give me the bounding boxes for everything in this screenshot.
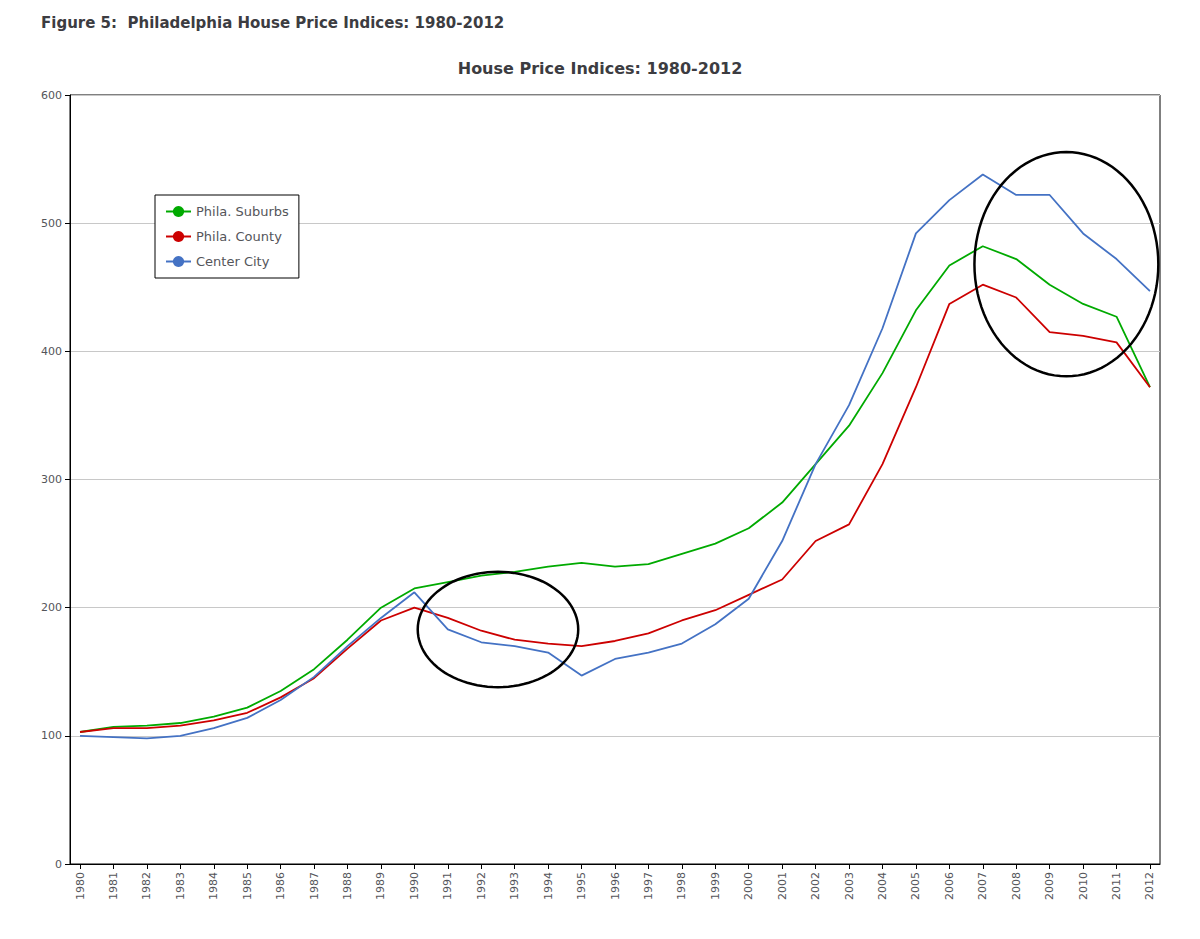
svg-text:1997: 1997: [642, 872, 655, 900]
svg-text:100: 100: [41, 729, 62, 742]
svg-text:1998: 1998: [675, 872, 688, 900]
svg-text:1983: 1983: [174, 872, 187, 900]
svg-text:2000: 2000: [742, 872, 755, 900]
svg-text:1984: 1984: [207, 872, 220, 900]
svg-text:0: 0: [55, 858, 62, 871]
svg-text:1994: 1994: [542, 872, 555, 900]
svg-text:Figure 5: Philadelphia House: Figure 5: Philadelphia House Price Indic…: [41, 14, 504, 32]
svg-text:1991: 1991: [441, 872, 454, 900]
svg-text:500: 500: [41, 217, 62, 230]
svg-text:House Price Indices: 1980-2012: House Price Indices: 1980-2012: [458, 59, 743, 78]
svg-text:2007: 2007: [976, 872, 989, 900]
svg-text:2008: 2008: [1010, 872, 1023, 900]
svg-text:2002: 2002: [809, 872, 822, 900]
svg-text:2004: 2004: [876, 872, 889, 900]
svg-text:2006: 2006: [943, 872, 956, 900]
svg-text:1996: 1996: [609, 872, 622, 900]
svg-text:600: 600: [41, 89, 62, 102]
svg-text:1980: 1980: [74, 872, 87, 900]
svg-text:2001: 2001: [776, 872, 789, 900]
svg-text:400: 400: [41, 345, 62, 358]
svg-text:2009: 2009: [1043, 872, 1056, 900]
svg-text:1993: 1993: [508, 872, 521, 900]
svg-text:200: 200: [41, 601, 62, 614]
svg-text:1999: 1999: [709, 872, 722, 900]
svg-text:Center City: Center City: [196, 254, 270, 269]
svg-text:1987: 1987: [308, 872, 321, 900]
svg-text:1985: 1985: [241, 872, 254, 900]
svg-text:300: 300: [41, 473, 62, 486]
svg-text:2011: 2011: [1110, 872, 1123, 900]
svg-text:Phila. County: Phila. County: [196, 229, 282, 244]
svg-text:2012: 2012: [1143, 872, 1156, 900]
svg-text:1988: 1988: [341, 872, 354, 900]
svg-text:2003: 2003: [843, 872, 856, 900]
svg-text:Phila. Suburbs: Phila. Suburbs: [196, 204, 289, 219]
svg-text:1986: 1986: [274, 872, 287, 900]
svg-text:1982: 1982: [140, 872, 153, 900]
svg-text:1989: 1989: [374, 872, 387, 900]
svg-text:1992: 1992: [475, 872, 488, 900]
svg-text:2010: 2010: [1077, 872, 1090, 900]
svg-text:2005: 2005: [909, 872, 922, 900]
svg-text:1981: 1981: [107, 872, 120, 900]
svg-text:1995: 1995: [575, 872, 588, 900]
svg-text:1990: 1990: [408, 872, 421, 900]
